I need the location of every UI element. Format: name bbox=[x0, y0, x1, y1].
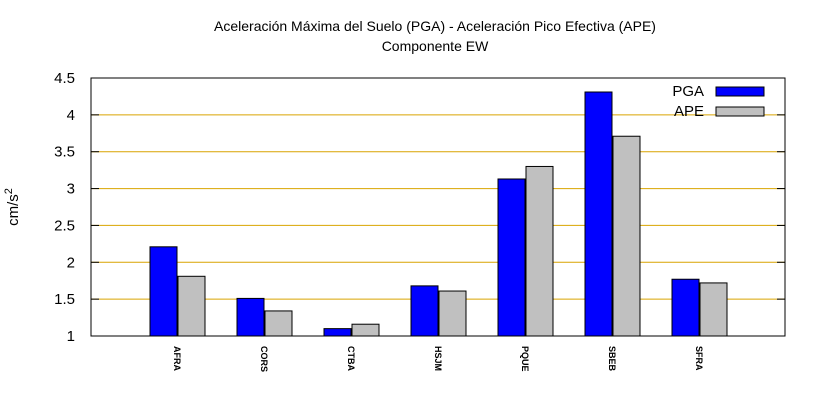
bar-ape-sfra bbox=[699, 282, 728, 337]
chart-title: Aceleración Máxima del Suelo (PGA) - Ace… bbox=[214, 18, 656, 34]
legend-label-pga: PGA bbox=[672, 83, 704, 100]
legend: PGA APE bbox=[672, 83, 765, 120]
x-tick-label: AFRA bbox=[172, 346, 182, 371]
y-axis-label-exponent: 2 bbox=[3, 188, 15, 194]
bar-pga-cors bbox=[236, 297, 265, 337]
bar-pga-pque bbox=[497, 178, 526, 337]
x-tick-label: HSJM bbox=[433, 346, 443, 371]
y-axis-ticks: 1 1.5 2 2.5 3 3.5 4 4.5 bbox=[54, 70, 785, 345]
chart-subtitle: Componente EW bbox=[382, 38, 489, 54]
x-axis-ticks: AFRA CORS CTBA HSJM PQUE SBEB SFRA bbox=[172, 330, 704, 372]
bar-ape-ctba bbox=[351, 323, 380, 337]
x-tick-label: CTBA bbox=[346, 346, 356, 371]
bar-ape-sbeb bbox=[612, 135, 641, 337]
bar-pga-afra bbox=[149, 246, 178, 337]
legend-swatch-pga bbox=[715, 86, 765, 97]
legend-label-ape: APE bbox=[674, 103, 704, 120]
y-tick-label: 1.5 bbox=[54, 291, 75, 308]
y-tick-label: 1 bbox=[67, 328, 75, 345]
x-tick-label: SBEB bbox=[607, 346, 617, 372]
y-tick-label: 2.5 bbox=[54, 217, 75, 234]
grid-lines bbox=[91, 114, 785, 300]
bar-pga-sbeb bbox=[584, 91, 613, 337]
y-tick-label: 3.5 bbox=[54, 144, 75, 161]
bar-ape-cors bbox=[264, 310, 293, 337]
y-tick-label: 2 bbox=[67, 254, 75, 271]
bar-ape-pque bbox=[525, 165, 554, 337]
y-axis-label-unit: cm/s bbox=[5, 194, 22, 226]
y-tick-label: 4 bbox=[67, 107, 75, 124]
y-tick-label: 4.5 bbox=[54, 70, 75, 87]
bar-pga-ctba bbox=[323, 328, 352, 337]
bars bbox=[149, 91, 728, 337]
x-tick-label: SFRA bbox=[694, 346, 704, 371]
x-tick-label: CORS bbox=[259, 346, 269, 372]
bar-ape-hsjm bbox=[438, 290, 467, 337]
y-tick-label: 3 bbox=[67, 181, 75, 198]
bar-ape-afra bbox=[177, 275, 206, 337]
bar-pga-hsjm bbox=[410, 285, 439, 337]
x-tick-label: PQUE bbox=[520, 346, 530, 372]
legend-swatch-ape bbox=[715, 106, 765, 117]
bar-pga-sfra bbox=[671, 278, 700, 337]
y-axis-label: cm/s2 bbox=[3, 188, 22, 226]
